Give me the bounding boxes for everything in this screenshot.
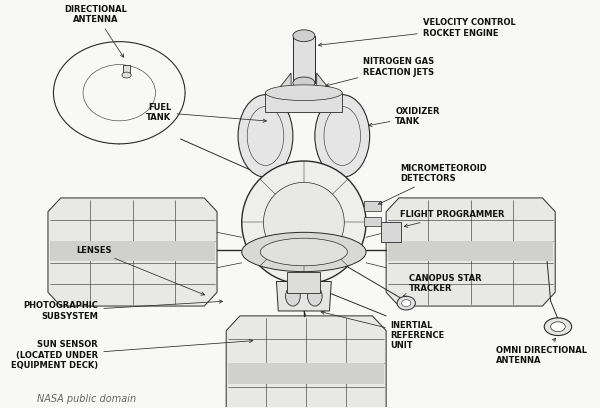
Text: FLIGHT PROGRAMMER: FLIGHT PROGRAMMER xyxy=(400,210,505,227)
Ellipse shape xyxy=(265,85,342,101)
Ellipse shape xyxy=(308,286,322,306)
Text: NITROGEN GAS
REACTION JETS: NITROGEN GAS REACTION JETS xyxy=(326,58,434,87)
Bar xyxy=(50,241,215,261)
Ellipse shape xyxy=(293,30,315,42)
Polygon shape xyxy=(226,316,386,408)
Bar xyxy=(287,272,320,293)
Ellipse shape xyxy=(401,299,411,306)
Ellipse shape xyxy=(238,95,293,177)
Text: OMNI DIRECTIONAL
ANTENNA: OMNI DIRECTIONAL ANTENNA xyxy=(496,338,587,365)
Ellipse shape xyxy=(122,72,131,78)
Text: FUEL
TANK: FUEL TANK xyxy=(146,103,266,122)
Text: DIRECTIONAL
ANTENNA: DIRECTIONAL ANTENNA xyxy=(64,4,127,57)
Text: OXIDIZER
TANK: OXIDIZER TANK xyxy=(368,106,440,126)
Text: MICROMETEOROID
DETECTORS: MICROMETEOROID DETECTORS xyxy=(379,164,487,204)
Polygon shape xyxy=(386,198,555,306)
Polygon shape xyxy=(277,282,331,311)
Ellipse shape xyxy=(293,77,315,89)
Text: SUN SENSOR
(LOCATED UNDER
EQUIPMENT DECK): SUN SENSOR (LOCATED UNDER EQUIPMENT DECK… xyxy=(11,339,253,370)
Bar xyxy=(228,363,385,384)
Ellipse shape xyxy=(551,322,565,332)
Ellipse shape xyxy=(242,161,366,284)
Bar xyxy=(364,201,380,211)
Text: NASA public domain: NASA public domain xyxy=(37,395,136,404)
Ellipse shape xyxy=(242,232,366,272)
Text: CANOPUS STAR
TRACKER: CANOPUS STAR TRACKER xyxy=(403,274,482,297)
Ellipse shape xyxy=(315,95,370,177)
Ellipse shape xyxy=(53,42,185,144)
Ellipse shape xyxy=(286,286,300,306)
Polygon shape xyxy=(280,73,291,87)
Polygon shape xyxy=(317,73,328,87)
Bar xyxy=(388,241,553,261)
Ellipse shape xyxy=(260,238,347,266)
Text: SOLAR
PANEL: SOLAR PANEL xyxy=(0,407,1,408)
Ellipse shape xyxy=(263,182,344,263)
Bar xyxy=(293,36,315,83)
Bar xyxy=(364,217,380,226)
Text: PHOTOGRAPHIC
SUBSYSTEM: PHOTOGRAPHIC SUBSYSTEM xyxy=(23,300,223,321)
Bar xyxy=(123,65,130,75)
Ellipse shape xyxy=(83,64,155,121)
Bar xyxy=(380,222,401,242)
Polygon shape xyxy=(48,198,217,306)
Text: VELOCITY CONTROL
ROCKET ENGINE: VELOCITY CONTROL ROCKET ENGINE xyxy=(319,18,515,47)
Ellipse shape xyxy=(247,106,284,166)
Ellipse shape xyxy=(544,318,572,335)
Text: LENSES: LENSES xyxy=(76,246,205,295)
Ellipse shape xyxy=(397,296,415,310)
Ellipse shape xyxy=(324,106,361,166)
Text: INERTIAL
REFERENCE
UNIT: INERTIAL REFERENCE UNIT xyxy=(321,311,445,350)
Bar xyxy=(265,93,342,112)
